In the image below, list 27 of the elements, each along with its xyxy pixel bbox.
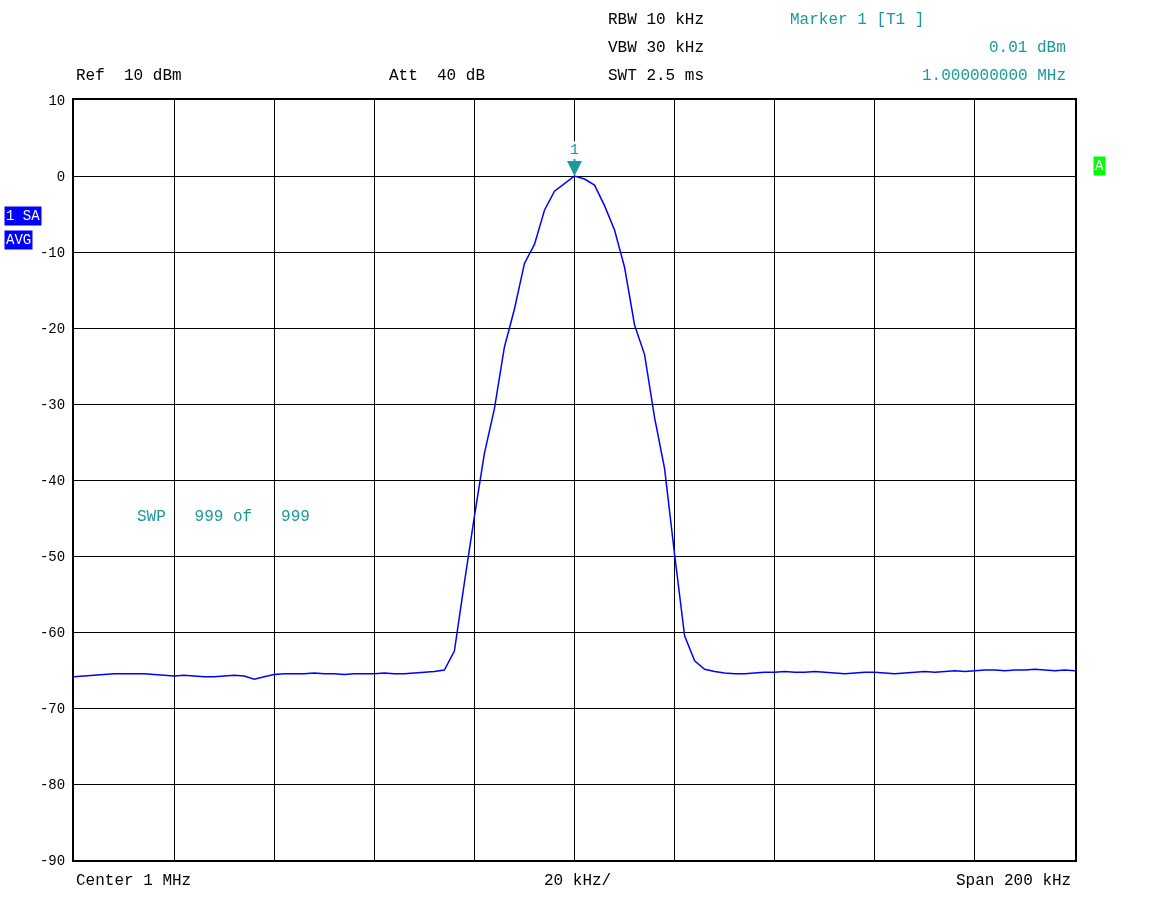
y-tick-label: -10 [39, 244, 66, 261]
text: 0.01 dBm [989, 39, 1066, 57]
annotation: SWP 999 of 999 [137, 508, 310, 526]
text: Ref 10 dBm [76, 67, 182, 85]
text: 1 SA [6, 208, 41, 224]
text: 20 kHz/ [544, 872, 612, 890]
text: VBW 30 kHz [608, 39, 705, 57]
y-tick-label: -80 [39, 776, 66, 793]
y-tick-label: -50 [39, 548, 66, 565]
text: RBW 10 kHz [608, 11, 705, 29]
text: A [1095, 158, 1104, 174]
text: AVG [6, 232, 32, 248]
y-tick-label: -60 [39, 624, 66, 641]
y-tick-label: -70 [39, 700, 66, 717]
y-tick-label: -20 [39, 320, 66, 337]
y-tick-label: 10 [48, 92, 66, 109]
text: Center 1 MHz [76, 872, 192, 890]
y-tick-label: 0 [56, 168, 66, 185]
text: Att 40 dB [389, 67, 486, 85]
y-tick-label: -90 [39, 852, 66, 869]
y-tick-label: -30 [39, 396, 66, 413]
text: Marker 1 [T1 ] [790, 11, 925, 29]
y-tick-label: -40 [39, 472, 66, 489]
text: 1.000000000 MHz [922, 67, 1067, 85]
annotation: 1 [570, 142, 580, 159]
text: Span 200 kHz [956, 872, 1072, 890]
text: SWT 2.5 ms [608, 67, 705, 85]
